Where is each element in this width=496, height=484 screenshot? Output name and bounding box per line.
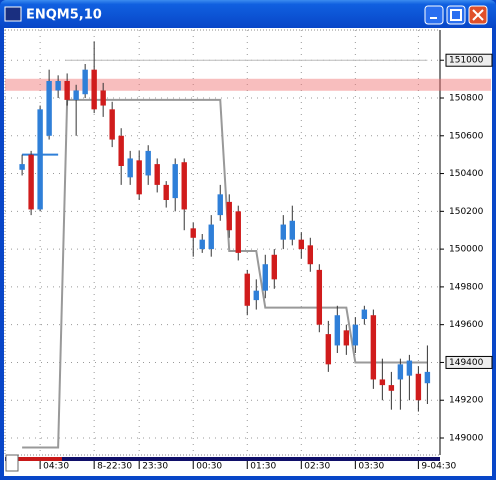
- title-bar: [0, 0, 496, 28]
- maximize-button[interactable]: [446, 5, 466, 25]
- candle-body: [73, 90, 79, 100]
- candle-body: [343, 330, 350, 346]
- minimize-button[interactable]: [424, 5, 444, 25]
- candle-body: [307, 245, 314, 265]
- y-tick-label: 150600: [449, 131, 484, 141]
- candle-body: [190, 228, 196, 238]
- y-tick-label: 150400: [449, 169, 484, 179]
- candle-body: [154, 164, 160, 185]
- window-icon: [4, 6, 22, 22]
- candle-body: [100, 90, 106, 106]
- candle-body: [271, 254, 277, 280]
- time-strip: [5, 457, 440, 461]
- indicator-line: [22, 98, 428, 449]
- candle-body: [136, 160, 142, 195]
- candle-body: [127, 158, 133, 178]
- candle-body: [163, 184, 169, 200]
- x-tick-label: 23:30: [142, 462, 168, 472]
- y-tick-label: 151000: [449, 56, 484, 66]
- y-tick-label: 149400: [449, 358, 484, 368]
- close-glyph: [472, 9, 484, 21]
- window-buttons[interactable]: [424, 5, 488, 25]
- candle-body: [253, 290, 259, 301]
- corner-box: [5, 454, 19, 472]
- candle-body: [406, 360, 413, 376]
- candle-body: [46, 81, 52, 136]
- zone-band: [5, 78, 491, 91]
- candle-body: [172, 164, 178, 199]
- candle-body: [325, 334, 332, 365]
- candle-body: [91, 69, 97, 110]
- x-tick-label: 9-04:30: [421, 462, 456, 472]
- candle-body: [289, 220, 295, 240]
- candle-body: [262, 264, 268, 291]
- candle-body: [37, 109, 43, 210]
- x-tick-label: 04:30: [43, 462, 69, 472]
- candle-body: [181, 162, 187, 210]
- candle-body: [109, 109, 115, 140]
- y-tick-label: 149600: [449, 320, 484, 330]
- x-tick-label: 00:30: [196, 462, 222, 472]
- candle-body: [55, 81, 61, 91]
- candle-body: [145, 150, 151, 176]
- candle-body: [235, 211, 241, 253]
- candle-body: [19, 164, 25, 170]
- candle-body: [361, 309, 368, 319]
- maximize-glyph: [450, 9, 462, 21]
- x-tick-label: 8-22:30: [97, 462, 132, 472]
- candle-body: [199, 239, 205, 250]
- candle-body: [244, 273, 250, 306]
- y-tick-box: [445, 355, 493, 369]
- time-strip-active: [18, 457, 62, 461]
- y-tick-box: [445, 53, 493, 67]
- candle-body: [379, 379, 386, 386]
- candle-body: [28, 154, 34, 210]
- minimize-glyph: [430, 17, 437, 19]
- y-tick-label: 150200: [449, 207, 484, 217]
- y-tick-label: 149200: [449, 396, 484, 406]
- candle-body: [64, 81, 70, 100]
- candle-body: [334, 315, 341, 346]
- candle-body: [217, 194, 223, 216]
- candle-body: [370, 315, 377, 380]
- candle-body: [298, 239, 305, 250]
- x-tick-label: 02:30: [304, 462, 330, 472]
- x-tick-label: 03:30: [358, 462, 384, 472]
- plot-border: [4, 29, 441, 456]
- candle-body: [118, 135, 124, 166]
- candle-body: [226, 201, 232, 231]
- candle-body: [280, 224, 286, 240]
- candle-body: [424, 371, 431, 384]
- y-tick-label: 150000: [449, 245, 484, 255]
- y-tick-label: 149800: [449, 282, 484, 292]
- candle-body: [415, 373, 422, 401]
- candle-body: [316, 269, 323, 325]
- candle-body: [82, 69, 88, 95]
- candle-body: [208, 224, 214, 250]
- candle-body: [388, 385, 395, 391]
- x-tick-label: 01:30: [250, 462, 276, 472]
- candle-body: [352, 324, 359, 346]
- candle-body: [397, 364, 404, 380]
- y-tick-label: 149000: [449, 434, 484, 444]
- window-title: ENQM5,10: [26, 8, 102, 23]
- y-tick-label: 150800: [449, 94, 484, 104]
